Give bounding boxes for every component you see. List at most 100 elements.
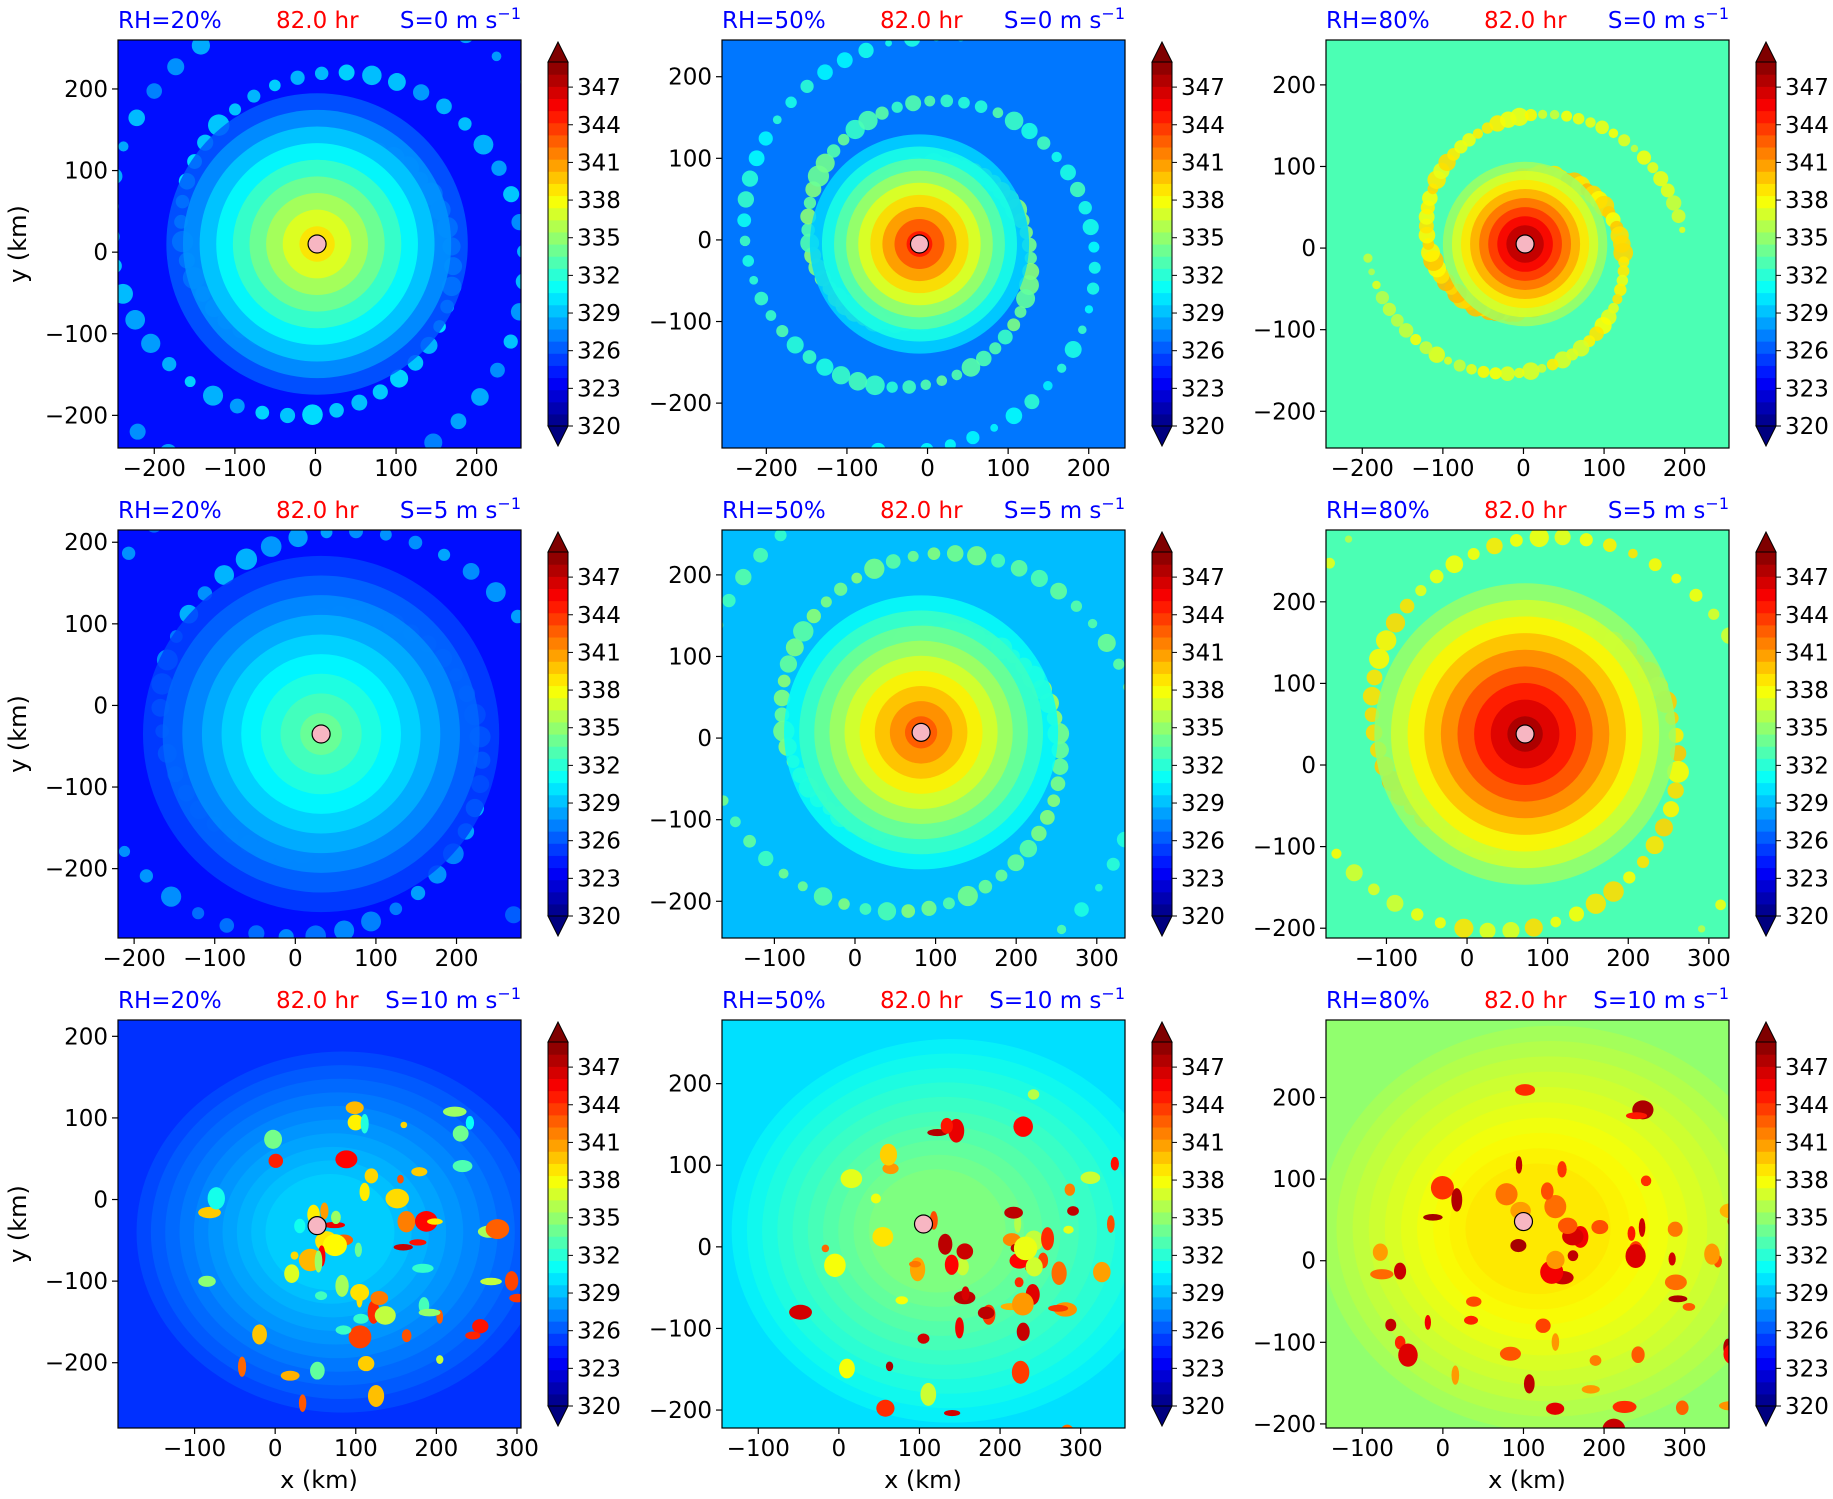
shear-unit-exponent: −1 [1101, 494, 1125, 513]
rainband-cell [1546, 358, 1559, 371]
convective-cell [920, 1382, 937, 1406]
convective-cell [1718, 1401, 1729, 1411]
y-tick-label: 100 [668, 146, 712, 172]
rainband-cell [462, 562, 480, 580]
colorbar-level [548, 843, 568, 856]
colorbar-level [1756, 1248, 1776, 1261]
rainband-cell [184, 376, 196, 388]
convective-cell [1627, 1226, 1636, 1241]
colorbar-tick-label: 329 [577, 301, 621, 327]
rainband-cell [1613, 242, 1634, 263]
convective-cell [955, 1317, 964, 1339]
rainband-cell [1007, 854, 1025, 872]
colorbar-level [1152, 134, 1172, 148]
rainband-cell [1434, 917, 1446, 929]
colorbar-extend-max [547, 40, 569, 63]
colorbar-level [1152, 600, 1172, 614]
convective-cell [1080, 1171, 1101, 1184]
rainband-cell [1134, 756, 1146, 768]
colorbar-level [1756, 855, 1776, 869]
rainband-cell [838, 898, 850, 910]
colorbar-extend-min [1151, 915, 1173, 938]
y-tick-label: −100 [45, 1269, 108, 1295]
colorbar-level [1756, 1175, 1776, 1189]
convective-cell [1106, 1215, 1115, 1233]
rainband-cell [260, 536, 282, 557]
convective-cell [1370, 1269, 1394, 1280]
rainband-cell [765, 310, 777, 321]
colorbar-level [548, 1393, 568, 1407]
rainband-cell [1086, 282, 1100, 295]
y-tick-label: 200 [668, 563, 712, 589]
colorbar-level [548, 1248, 568, 1261]
convective-cell [412, 1263, 434, 1273]
colorbar-level [1756, 1345, 1776, 1359]
convective-cell [1727, 1217, 1729, 1226]
rainband-cell [46, 301, 58, 313]
rainband-cell [753, 547, 768, 563]
rainband-cell [247, 89, 261, 103]
convective-cell [393, 1243, 413, 1251]
colorbar-tick-label: 341 [577, 640, 621, 666]
rainband-cell [338, 64, 355, 81]
rainband-cell [1021, 122, 1038, 140]
colorbar-level [1756, 86, 1776, 99]
colorbar-level [1756, 401, 1776, 415]
colorbar-level [1756, 256, 1776, 269]
colorbar-level [548, 1054, 568, 1067]
convective-cell [1546, 1402, 1565, 1415]
y-tick-label: 0 [697, 726, 712, 752]
convective-cell [1372, 1243, 1388, 1261]
rainband-cell [1415, 584, 1427, 597]
shear-unit-exponent: −1 [1705, 494, 1729, 513]
x-tick-label: 0 [1460, 946, 1475, 972]
convective-cell [1137, 1348, 1149, 1371]
rainband-cell [1671, 573, 1682, 584]
rainband-cell [510, 609, 521, 624]
colorbar-level [1756, 685, 1776, 699]
rainband-cell [80, 370, 92, 382]
rainband-cell [1344, 535, 1353, 543]
rainband-cell [630, 654, 640, 664]
rainband-cell [1479, 922, 1496, 938]
rainband-cell [1667, 760, 1689, 783]
rh-label: RH=80% [1326, 988, 1430, 1014]
x-tick-label: −100 [1355, 946, 1418, 972]
colorbar-tick-label: 332 [1181, 753, 1225, 779]
x-tick-label: 200 [1582, 1436, 1626, 1462]
rainband-cell [739, 235, 751, 247]
rainband-cell [1007, 318, 1021, 332]
x-tick-label: 200 [1606, 946, 1650, 972]
convective-cell [879, 1143, 898, 1166]
rainband-cell [1453, 359, 1466, 372]
colorbar-level [548, 806, 568, 820]
colorbar-level [1152, 661, 1172, 674]
storm-center-marker [1515, 234, 1535, 254]
colorbar-level [548, 1333, 568, 1346]
rainband-cell [529, 637, 543, 651]
colorbar-level [548, 576, 568, 589]
rainband-cell [1537, 363, 1547, 373]
colorbar-level [548, 879, 568, 893]
rainband-cell [1326, 557, 1335, 569]
time-label: 82.0 hr [1484, 988, 1567, 1014]
colorbar-level [548, 122, 568, 136]
rainband-cell [741, 170, 759, 187]
colorbar-level [1756, 843, 1776, 856]
axes-frame [117, 39, 522, 449]
rainband-cell [255, 9, 265, 19]
colorbar-tick-label: 347 [1785, 565, 1829, 591]
rainband-cell [74, 646, 90, 662]
y-tick-label: 200 [64, 77, 108, 103]
convective-cell [1110, 1156, 1119, 1171]
colorbar-level [548, 770, 568, 784]
convective-cell [1668, 1295, 1688, 1303]
convective-cell [357, 1356, 375, 1372]
rainband-cell [1689, 588, 1703, 602]
colorbar-level [548, 1260, 568, 1274]
rainband-cell [1524, 918, 1543, 937]
colorbar-tick-label: 329 [1181, 791, 1225, 817]
rainband-cell [517, 245, 521, 258]
colorbar-level [548, 353, 568, 366]
colorbar-tick-label: 338 [1181, 1168, 1225, 1194]
